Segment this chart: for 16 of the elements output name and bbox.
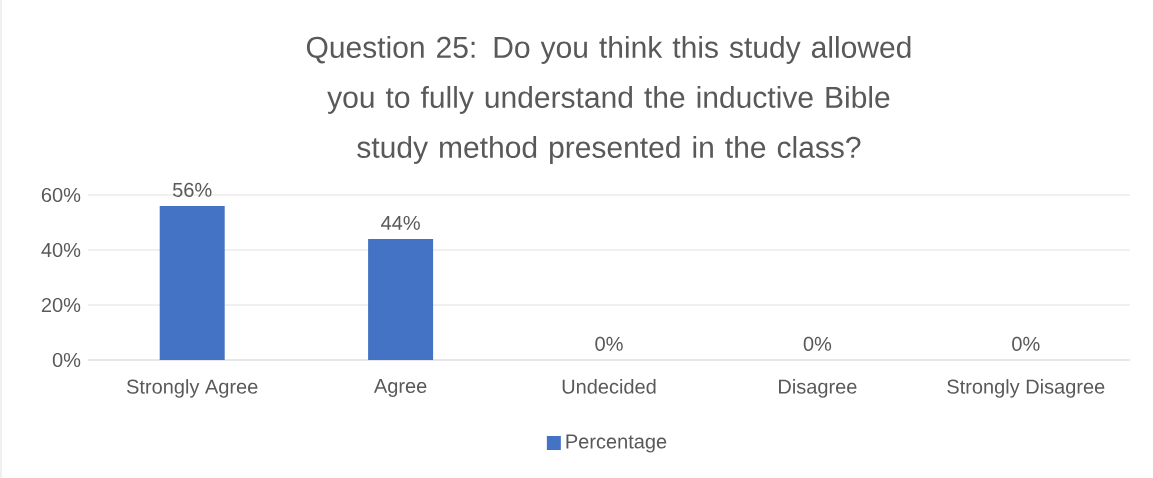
x-tick-label: Strongly Disagree	[947, 379, 1105, 398]
y-tick-label: 60%	[41, 187, 81, 203]
y-tick-label: 0%	[52, 352, 81, 368]
x-tick-label: Strongly Agree	[126, 379, 258, 398]
x-tick-label: Undecided	[562, 379, 656, 394]
chart-title: Question 25: Do you think this study allowed you to fully understand the inductive Bible study method presented in the class?	[306, 35, 911, 164]
data-label: 44%	[381, 215, 420, 230]
x-tick-label: Disagree	[779, 379, 857, 398]
data-label: 56%	[173, 182, 212, 197]
x-tick-label: Agree	[373, 379, 427, 397]
data-label: 0%	[1012, 336, 1040, 351]
legend-label: Percentage	[566, 434, 667, 453]
y-tick-label: 40%	[41, 242, 81, 258]
y-tick-label: 20%	[41, 297, 81, 313]
data-label: 0%	[803, 336, 832, 351]
data-label: 0%	[595, 336, 623, 351]
